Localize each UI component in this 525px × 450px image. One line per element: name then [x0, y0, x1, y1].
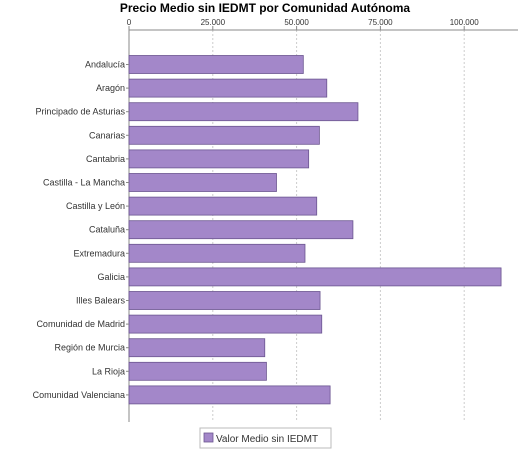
bar — [128, 385, 331, 405]
x-axis: 0 25.000 50.000 75.000 100.000 — [127, 18, 518, 422]
x-tick-label: 25.000 — [201, 18, 226, 27]
x-tick-label: 100.000 — [450, 18, 479, 27]
category-label: Región de Murcia — [54, 343, 125, 353]
category-label: Cataluña — [89, 225, 125, 235]
category-label: Comunidad de Madrid — [36, 319, 125, 329]
category-label: Canarias — [89, 130, 126, 140]
bar — [128, 149, 310, 169]
chart-title: Precio Medio sin IEDMT por Comunidad Aut… — [120, 1, 411, 15]
bar — [128, 196, 318, 216]
legend-box — [199, 427, 332, 449]
category-labels: Andalucía Aragón Principado de Asturias Can… — [33, 60, 129, 400]
bar — [128, 220, 354, 240]
category-label: Castilla y León — [66, 201, 125, 211]
category-label: Cantabria — [86, 154, 125, 164]
bar — [128, 267, 502, 287]
category-label: Aragón — [96, 83, 125, 93]
legend-label: Valor Medio sin IEDMT — [216, 434, 318, 445]
category-label: Comunidad Valenciana — [33, 390, 125, 400]
bar — [128, 291, 321, 310]
bar — [128, 125, 320, 145]
x-tick-label: 0 — [127, 18, 132, 27]
category-label: Castilla - La Mancha — [43, 178, 125, 188]
legend: Valor Medio sin IEDMT — [199, 427, 332, 449]
bar — [128, 78, 328, 98]
category-label: Galicia — [97, 272, 125, 282]
category-label: La Rioja — [92, 366, 125, 376]
bar — [128, 243, 306, 263]
bar — [128, 361, 267, 381]
x-tick-label: 50.000 — [284, 18, 309, 27]
category-label: Andalucía — [85, 60, 125, 70]
bar — [128, 338, 266, 358]
bar — [128, 102, 359, 122]
x-tick-label: 75.000 — [368, 18, 393, 27]
bar — [128, 55, 304, 74]
bars — [128, 55, 502, 405]
category-label: Extremadura — [73, 248, 125, 258]
category-label: Illes Balears — [76, 296, 126, 306]
bar — [128, 173, 277, 192]
bar — [128, 314, 323, 334]
category-label: Principado de Asturias — [35, 107, 125, 117]
legend-swatch — [203, 432, 214, 443]
